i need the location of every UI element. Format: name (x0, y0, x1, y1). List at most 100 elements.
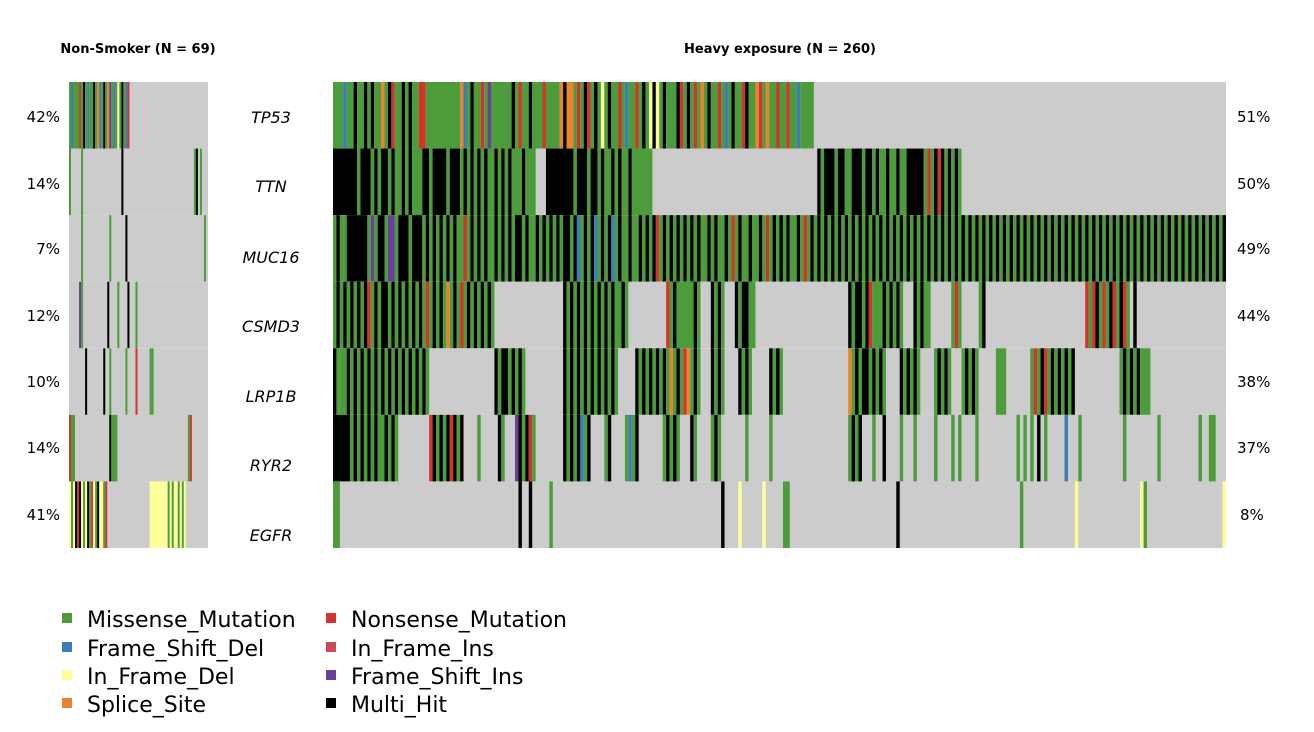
mutation-cell-lrp1b-multi-hit (422, 348, 426, 415)
mutation-cell-egfr-in-frame-del (99, 481, 104, 548)
mutation-cell-muc16-multi-hit (618, 215, 622, 282)
mutation-cell-ttn-multi-hit (885, 148, 890, 216)
mutation-cell-tp53-multi-hit (583, 82, 588, 149)
mutation-cell-lrp1b-multi-hit (590, 348, 595, 415)
mutation-cell-lrp1b-missense-mutation (614, 348, 619, 415)
mutation-cell-muc16-multi-hit (817, 215, 821, 282)
mutation-cell-muc16-multi-hit (1037, 215, 1041, 282)
mutation-cell-muc16-multi-hit (968, 215, 972, 282)
mutation-cell-csmd3-missense-mutation (851, 281, 856, 349)
mutation-cell-muc16-missense-mutation (958, 215, 962, 282)
mutation-cell-muc16-missense-mutation (1102, 215, 1106, 282)
mutation-cell-csmd3-missense-mutation (422, 281, 426, 349)
mutation-cell-lrp1b-multi-hit (597, 348, 601, 415)
mutation-cell-csmd3-multi-hit (363, 281, 368, 349)
mutation-cell-ryr2-missense-mutation (710, 414, 715, 482)
mutation-cell-ryr2-missense-mutation (951, 414, 955, 482)
mutation-cell-muc16-multi-hit (1215, 215, 1220, 282)
mutation-cell-tp53-nonsense-mutation (418, 82, 426, 149)
mutation-cell-muc16-missense-mutation (511, 215, 516, 282)
mutation-cell-lrp1b-missense-mutation (418, 348, 423, 415)
mutation-cell-egfr-nonsense-mutation (105, 481, 108, 548)
mutation-cell-csmd3-missense-mutation (415, 281, 419, 349)
mutation-cell-ryr2-multi-hit (576, 414, 581, 482)
mutation-cell-csmd3-multi-hit (480, 281, 485, 349)
mutation-cell-muc16-multi-hit (398, 215, 409, 282)
mutation-cell-muc16-multi-hit (1002, 215, 1007, 282)
mutation-cell-csmd3-missense-mutation (721, 281, 725, 349)
row-background-egfr-group-1 (333, 481, 1226, 548)
row-background-muc16-group-0 (69, 215, 208, 282)
mutation-cell-muc16-missense-mutation (81, 215, 84, 282)
mutation-cell-egfr-missense-mutation (167, 481, 170, 548)
mutation-cell-csmd3-multi-hit (453, 281, 457, 349)
mutation-cell-ryr2-multi-hit (714, 414, 718, 482)
mutation-cell-ryr2-missense-mutation (1016, 414, 1020, 482)
mutation-cell-csmd3-missense-mutation (624, 281, 629, 349)
mutation-cell-csmd3-multi-hit (673, 281, 677, 349)
mutation-cell-ttn-multi-hit (408, 148, 412, 216)
mutation-cell-ttn-missense-mutation (199, 148, 202, 216)
mutation-cell-ttn-multi-hit (195, 148, 198, 216)
mutation-cell-tp53-missense-mutation (645, 82, 649, 149)
mutation-cell-ttn-missense-mutation (944, 148, 948, 216)
mutation-cell-tp53-missense-mutation (105, 82, 108, 149)
mutation-cell-muc16-missense-mutation (666, 215, 670, 282)
mutation-cell-muc16-multi-hit (913, 215, 917, 282)
mutation-cell-muc16-multi-hit (1023, 215, 1027, 282)
mutation-cell-muc16-missense-mutation (1143, 215, 1147, 282)
mutation-cell-muc16-multi-hit (525, 215, 529, 282)
mutation-cell-ttn-missense-mutation (930, 148, 935, 216)
legend-swatch-nonsense-mutation (326, 613, 336, 623)
mutation-cell-csmd3-multi-hit (920, 281, 924, 349)
mutation-cell-csmd3-missense-mutation (916, 281, 921, 349)
mutation-cell-csmd3-missense-mutation (697, 281, 701, 349)
mutation-cell-muc16-missense-mutation (717, 215, 725, 282)
mutation-cell-lrp1b-multi-hit (511, 348, 516, 415)
mutation-cell-muc16-missense-mutation (789, 215, 797, 282)
mutation-cell-muc16-missense-mutation (466, 215, 471, 282)
mutation-cell-egfr-in-frame-del (169, 481, 172, 548)
mutation-cell-muc16-multi-hit (515, 215, 522, 282)
mutation-cell-muc16-missense-mutation (806, 215, 811, 282)
mutation-cell-ryr2-missense-mutation (1157, 414, 1161, 482)
mutation-cell-csmd3-missense-mutation (436, 281, 440, 349)
mutation-cell-muc16-missense-mutation (528, 215, 536, 282)
mutation-cell-muc16-multi-hit (1208, 215, 1213, 282)
mutation-cell-muc16-missense-mutation (480, 215, 485, 282)
mutation-cell-lrp1b-missense-mutation (903, 348, 907, 415)
mutation-cell-ryr2-missense-mutation (71, 414, 76, 482)
mutation-cell-tp53-missense-mutation (727, 82, 732, 149)
mutation-cell-csmd3-multi-hit (621, 281, 625, 349)
mutation-cell-muc16-missense-mutation (604, 215, 608, 282)
mutation-cell-csmd3-multi-hit (1109, 281, 1113, 349)
right-pct-lrp1b: 38% (1237, 373, 1270, 391)
mutation-cell-muc16-multi-hit (690, 215, 694, 282)
mutation-cell-ttn-missense-mutation (899, 148, 907, 216)
gene-label-muc16: MUC16 (242, 248, 299, 267)
mutation-cell-muc16-missense-mutation (473, 215, 478, 282)
mutation-cell-muc16-multi-hit (858, 215, 862, 282)
mutation-cell-lrp1b-missense-mutation (748, 348, 753, 415)
mutation-cell-tp53-frame-shift-del (724, 82, 728, 149)
mutation-cell-lrp1b-missense-mutation (580, 348, 584, 415)
mutation-cell-csmd3-nonsense-mutation (1085, 281, 1089, 349)
mutation-cell-muc16-multi-hit (453, 215, 457, 282)
legend-swatch-in-frame-ins (326, 642, 336, 652)
mutation-cell-ttn-nonsense-mutation (937, 148, 941, 216)
mutation-cell-tp53-missense-mutation (769, 82, 777, 149)
mutation-cell-tp53-missense-mutation (115, 82, 118, 149)
mutation-cell-muc16-missense-mutation (442, 215, 447, 282)
mutation-cell-tp53-missense-mutation (734, 82, 742, 149)
mutation-cell-ttn-multi-hit (501, 148, 505, 216)
gene-labels: TP53 TTN MUC16 CSMD3 LRP1B RYR2 EGFR (242, 108, 300, 545)
mutation-cell-muc16-multi-hit (432, 215, 437, 282)
mutation-cell-ryr2-missense-mutation (1078, 414, 1082, 482)
mutation-cell-muc16-missense-mutation (1006, 215, 1010, 282)
mutation-cell-ttn-missense-mutation (466, 148, 471, 216)
mutation-cell-muc16-missense-mutation (597, 215, 601, 282)
mutation-cell-muc16-missense-mutation (834, 215, 838, 282)
mutation-cell-muc16-missense-mutation (1026, 215, 1031, 282)
mutation-cell-muc16-missense-mutation (109, 215, 112, 282)
mutation-cell-csmd3-missense-mutation (370, 281, 375, 349)
